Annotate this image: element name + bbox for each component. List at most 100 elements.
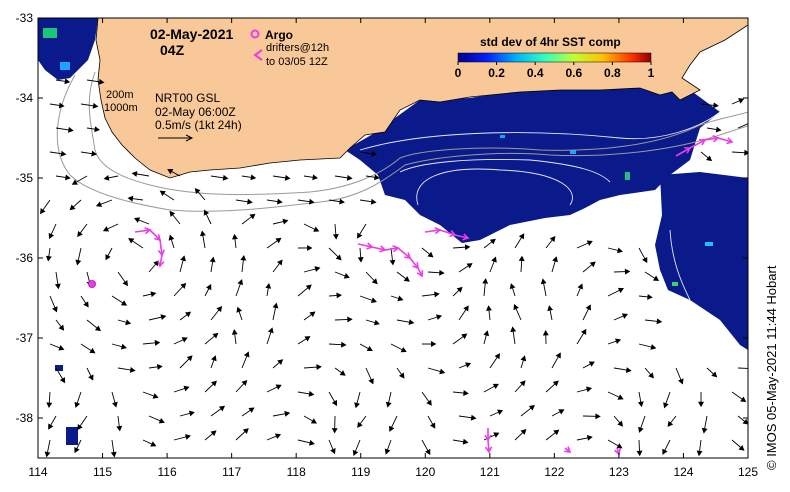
current-arrow <box>80 343 96 354</box>
current-arrow <box>55 367 66 384</box>
current-arrow <box>607 287 625 297</box>
current-arrow <box>737 367 748 369</box>
current-arrow <box>86 319 101 332</box>
current-arrow <box>396 271 410 282</box>
current-arrow <box>48 223 57 240</box>
current-arrow <box>204 380 217 393</box>
current-arrow <box>421 291 440 298</box>
plot-frame <box>37 17 749 459</box>
current-arrow <box>297 198 315 205</box>
current-arrow <box>204 430 217 441</box>
scale-label: 0.5m/s (1kt 24h) <box>155 118 242 132</box>
drifter-chevron <box>392 245 400 253</box>
current-arrow <box>148 260 160 273</box>
current-arrow <box>117 319 132 326</box>
current-arrow <box>204 332 219 345</box>
current-arrow <box>179 410 195 417</box>
current-arrow <box>483 383 499 393</box>
argo-float <box>88 280 96 288</box>
y-tick-label: -37 <box>16 331 34 345</box>
x-axis: 114 115 116 117 118 119 120 121 122 123 124 125 <box>28 18 758 479</box>
current-arrow <box>75 247 82 266</box>
current-arrow <box>731 439 745 451</box>
current-arrow <box>551 409 565 417</box>
current-arrow <box>266 327 274 345</box>
current-arrow <box>148 314 167 321</box>
current-arrow <box>297 284 312 297</box>
drifter-chevron <box>157 260 165 268</box>
current-arrow <box>482 278 489 297</box>
current-arrow <box>427 269 445 276</box>
current-arrow <box>359 150 378 157</box>
current-arrow <box>241 407 255 417</box>
current-arrow <box>210 306 223 321</box>
map-date: 02-May-2021 <box>150 26 233 42</box>
current-arrow <box>582 413 601 420</box>
current-arrow <box>142 391 159 399</box>
current-arrow <box>551 256 558 273</box>
model-time: 02-May 06:00Z <box>155 105 236 119</box>
current-arrow <box>128 238 144 249</box>
current-arrow <box>210 355 217 369</box>
current-arrow <box>520 355 527 369</box>
current-arrow <box>509 283 516 297</box>
current-arrow <box>111 391 118 408</box>
current-arrow <box>396 367 405 379</box>
current-arrow <box>167 169 181 177</box>
drifter-legend-icon <box>253 49 263 61</box>
current-arrow <box>458 362 472 369</box>
x-tick-label: 119 <box>351 465 370 479</box>
current-arrow <box>169 210 181 225</box>
current-arrow <box>359 295 377 303</box>
current-arrow <box>637 391 644 408</box>
current-arrow <box>390 343 407 353</box>
sst-patch-east <box>345 86 720 243</box>
current-arrow <box>272 410 291 417</box>
current-arrow <box>514 233 525 249</box>
current-arrow <box>272 259 283 273</box>
current-arrow <box>40 199 51 215</box>
x-tick-label: 121 <box>480 465 500 479</box>
current-arrow <box>297 245 313 251</box>
current-arrow <box>235 428 249 441</box>
current-arrow <box>365 174 380 181</box>
current-arrow <box>303 364 322 371</box>
current-arrow <box>168 234 175 249</box>
current-arrow <box>179 255 186 273</box>
current-arrow <box>607 247 623 254</box>
current-arrow <box>667 415 677 427</box>
current-arrow <box>86 126 101 133</box>
isobath-200m-label: 200m <box>106 89 134 101</box>
current-arrow <box>179 355 193 369</box>
current-arrow <box>389 247 396 266</box>
isobath-1000m <box>56 74 748 212</box>
current-arrow <box>607 391 624 400</box>
x-tick-label: 122 <box>544 465 564 479</box>
current-arrow <box>489 353 501 369</box>
current-arrow <box>607 338 622 345</box>
isobath-200m <box>88 71 748 196</box>
current-arrow <box>489 256 497 273</box>
x-tick-label: 116 <box>158 465 177 479</box>
current-arrow <box>272 218 289 225</box>
current-arrow <box>638 247 648 264</box>
current-arrow <box>331 415 338 434</box>
current-arrow <box>236 306 243 321</box>
current-arrow <box>545 429 560 441</box>
current-arrow <box>675 367 684 385</box>
current-arrow <box>204 284 212 297</box>
current-arrow <box>427 415 436 429</box>
current-arrow <box>199 230 206 249</box>
current-arrow <box>359 343 373 352</box>
current-arrow <box>701 415 708 434</box>
current-arrow <box>49 150 67 157</box>
current-arrow <box>706 367 718 378</box>
current-arrow <box>613 367 632 373</box>
drifter-chevron <box>684 147 692 154</box>
current-arrow <box>576 386 593 393</box>
current-arrow <box>385 391 392 408</box>
current-arrow <box>700 102 719 109</box>
current-arrow <box>698 391 704 408</box>
current-arrow <box>359 198 377 205</box>
colorbar-tick-label: 0.8 <box>604 66 621 80</box>
